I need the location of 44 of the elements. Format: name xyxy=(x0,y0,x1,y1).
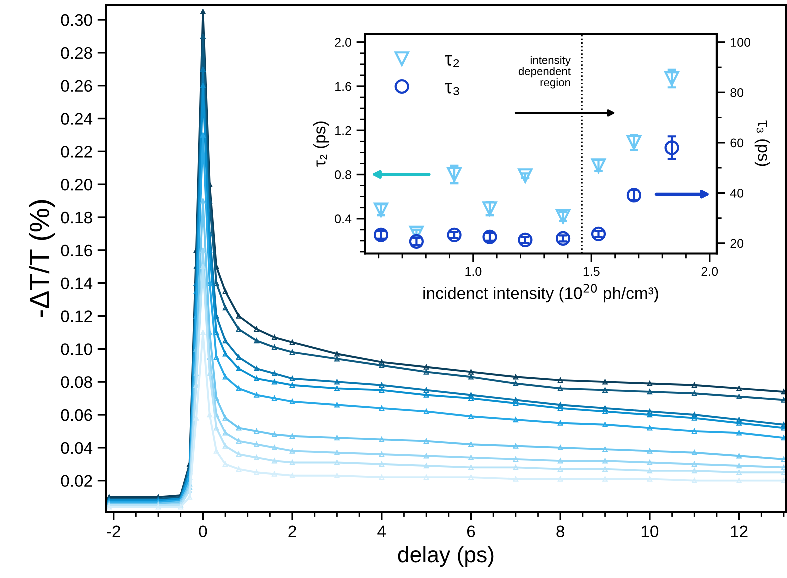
y2-tick-label: 20 xyxy=(730,239,744,248)
y-tick-label: 0.06 xyxy=(61,409,92,422)
y-axis-title: τ₂ (ps) xyxy=(314,122,330,167)
y-tick-label: 0.16 xyxy=(61,244,92,257)
y2-tick-label: 100 xyxy=(731,38,751,48)
y-tick-label: 0.12 xyxy=(61,310,92,322)
y-tick-label: 0.02 xyxy=(61,475,92,488)
y-tick-label: 0.8 xyxy=(335,170,352,180)
annotation: intensity dependent region xyxy=(518,56,571,89)
y-tick-label: 0.22 xyxy=(61,146,92,158)
y-axis-title: -ΔT/T (%) xyxy=(29,200,56,318)
y-tick-label: 2.0 xyxy=(335,38,352,48)
x-tick-label: 1.0 xyxy=(466,267,482,276)
y-tick-label: 0.4 xyxy=(335,214,352,224)
y2-axis-title: τ₃ (ps) xyxy=(754,120,770,166)
y-tick-label: 0.10 xyxy=(61,344,92,356)
y-tick-label: 1.2 xyxy=(336,126,352,136)
legend-label: τ₂ xyxy=(445,55,460,68)
x-tick-label: 4 xyxy=(378,526,386,538)
y-tick-label: 0.04 xyxy=(61,442,93,454)
y-tick-label: 0.30 xyxy=(61,14,92,26)
y2-tick-label: 60 xyxy=(730,138,744,148)
y-tick-label: 1.6 xyxy=(336,82,352,92)
x-tick-label: 10 xyxy=(642,526,659,538)
x-axis-title: incidenct intensity (10$^{20}$ ph/cm³) xyxy=(424,284,658,303)
y2-tick-label: 80 xyxy=(730,88,744,98)
legend-label: τ₃ xyxy=(445,83,460,96)
x-tick-label: 0 xyxy=(199,526,208,538)
x-tick-label: 2.0 xyxy=(702,267,718,276)
y-tick-label: 0.14 xyxy=(61,278,93,290)
y-tick-label: 0.24 xyxy=(61,113,93,125)
x-tick-label: -2 xyxy=(107,526,120,538)
y2-tick-label: 40 xyxy=(730,188,744,198)
y-tick-label: 0.26 xyxy=(61,80,92,92)
x-tick-label: 8 xyxy=(556,526,565,538)
x-axis-title: delay (ps) xyxy=(398,546,494,568)
x-tick-label: 2 xyxy=(288,526,296,538)
x-tick-label: 1.5 xyxy=(584,267,600,276)
y-tick-label: 0.20 xyxy=(61,178,92,191)
y-tick-label: 0.08 xyxy=(61,376,92,388)
y-tick-label: 0.18 xyxy=(61,212,92,224)
x-tick-label: 6 xyxy=(467,526,476,538)
y-tick-label: 0.28 xyxy=(61,47,92,60)
x-tick-label: 12 xyxy=(731,526,748,538)
